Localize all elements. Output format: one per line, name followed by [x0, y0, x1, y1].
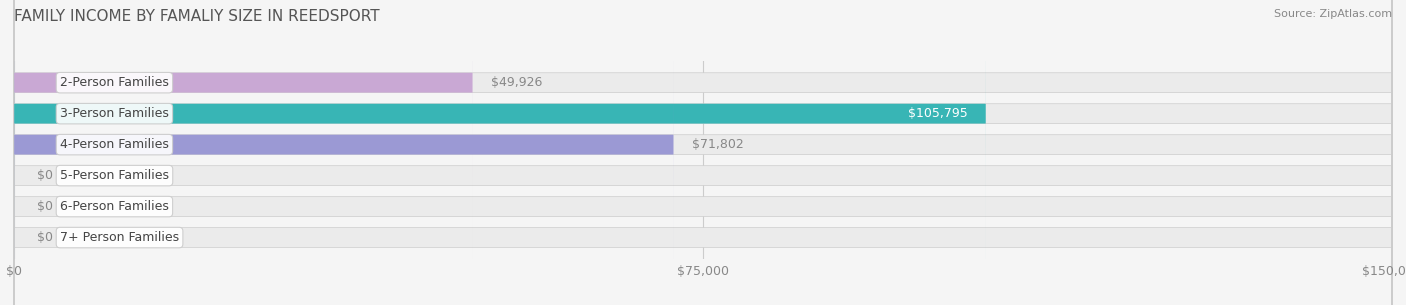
Text: Source: ZipAtlas.com: Source: ZipAtlas.com: [1274, 9, 1392, 19]
Text: 6-Person Families: 6-Person Families: [60, 200, 169, 213]
Text: 3-Person Families: 3-Person Families: [60, 107, 169, 120]
Text: 4-Person Families: 4-Person Families: [60, 138, 169, 151]
Text: FAMILY INCOME BY FAMALIY SIZE IN REEDSPORT: FAMILY INCOME BY FAMALIY SIZE IN REEDSPO…: [14, 9, 380, 24]
Text: $0: $0: [37, 231, 53, 244]
FancyBboxPatch shape: [14, 0, 472, 305]
FancyBboxPatch shape: [14, 0, 673, 305]
Text: $49,926: $49,926: [491, 76, 543, 89]
Text: $0: $0: [37, 200, 53, 213]
Text: $0: $0: [37, 169, 53, 182]
FancyBboxPatch shape: [14, 0, 1392, 305]
FancyBboxPatch shape: [14, 0, 1392, 305]
FancyBboxPatch shape: [14, 0, 1392, 305]
Text: 7+ Person Families: 7+ Person Families: [60, 231, 179, 244]
Text: $105,795: $105,795: [908, 107, 967, 120]
FancyBboxPatch shape: [14, 0, 1392, 305]
FancyBboxPatch shape: [14, 0, 986, 305]
Text: $71,802: $71,802: [692, 138, 744, 151]
Text: 2-Person Families: 2-Person Families: [60, 76, 169, 89]
Text: 5-Person Families: 5-Person Families: [60, 169, 169, 182]
FancyBboxPatch shape: [14, 0, 1392, 305]
FancyBboxPatch shape: [14, 0, 1392, 305]
